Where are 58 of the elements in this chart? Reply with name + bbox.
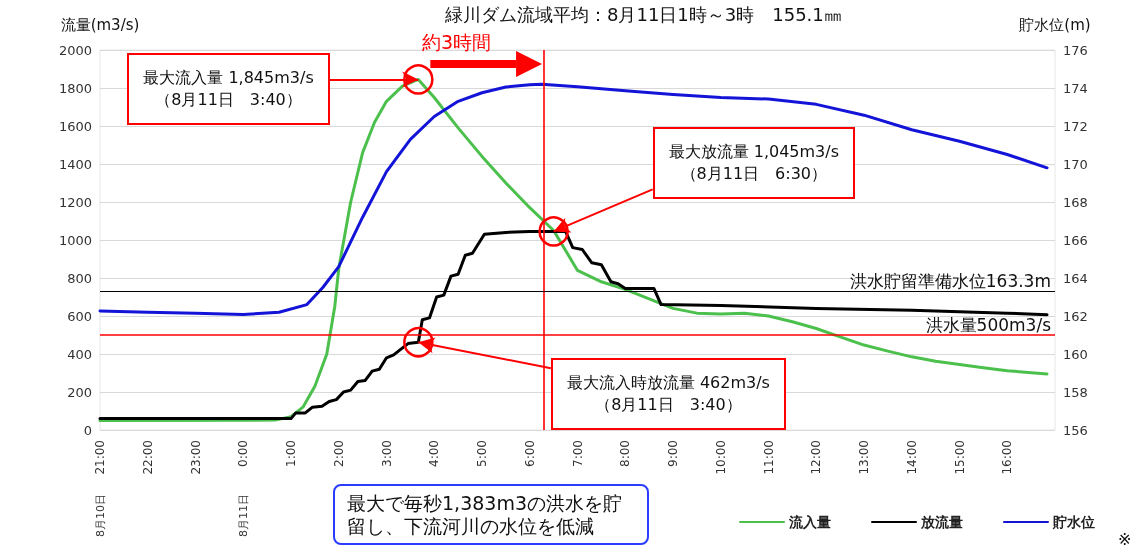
y-tick-label: 200 bbox=[67, 384, 92, 400]
x-tick-label: 12:00 bbox=[809, 440, 824, 475]
x-tick-label: 0:00 bbox=[236, 440, 251, 467]
x-tick-label: 10:00 bbox=[713, 440, 728, 475]
y-tick-label: 2000 bbox=[58, 42, 92, 58]
annotation: 最大流入時放流量 462m3/s （8月11日 3:40） bbox=[550, 358, 786, 431]
ref-line-label: 洪水量500m3/s bbox=[925, 314, 1052, 335]
x-tick-label: 6:00 bbox=[522, 440, 537, 467]
y2-tick-label: 160 bbox=[1063, 346, 1088, 362]
y-tick-label: 1200 bbox=[58, 194, 92, 210]
x-tick-label: 11:00 bbox=[761, 440, 776, 475]
x-tick-label: 15:00 bbox=[952, 440, 967, 475]
y-tick-label: 600 bbox=[67, 308, 92, 324]
y2-tick-label: 172 bbox=[1063, 118, 1088, 134]
y-tick-label: 1000 bbox=[58, 232, 92, 248]
x-tick-label: 13:00 bbox=[857, 440, 871, 475]
x-tick-label: 23:00 bbox=[188, 440, 203, 475]
legend-label: 貯水位 bbox=[1052, 514, 1095, 530]
annotation: 最大放流量 1,045m3/s （8月11日 6:30） bbox=[652, 127, 856, 200]
y2-tick-label: 176 bbox=[1063, 42, 1088, 58]
x-tick-label: 1:00 bbox=[284, 440, 298, 467]
chart-title: 緑川ダム流域平均：8月11日1時～3時 155.1㎜ bbox=[444, 3, 842, 25]
x-tick-label: 21:00 bbox=[93, 440, 107, 475]
ref-line-label: 洪水貯留準備水位163.3m bbox=[849, 270, 1051, 291]
x-tick-label: 7:00 bbox=[570, 440, 585, 467]
x-tick-label: 22:00 bbox=[140, 440, 155, 475]
y2-tick-label: 170 bbox=[1063, 156, 1088, 172]
text: 8月10日 bbox=[92, 493, 108, 539]
y-tick-label: 800 bbox=[67, 270, 92, 286]
text: 8月11日 bbox=[235, 493, 251, 539]
y-axis-title: 流量(m3/s) bbox=[60, 15, 140, 34]
text: ※ bbox=[1118, 530, 1132, 549]
y2-tick-label: 164 bbox=[1063, 270, 1088, 286]
y-tick-label: 1800 bbox=[58, 80, 92, 96]
legend-label: 放流量 bbox=[920, 514, 963, 530]
legend-label: 流入量 bbox=[788, 514, 831, 530]
x-tick-label: 14:00 bbox=[904, 440, 919, 475]
y2-tick-label: 156 bbox=[1063, 422, 1088, 438]
text: 最大で毎秒1,383m3の洪水を貯留し、下流河川の水位を低減 bbox=[333, 484, 649, 545]
x-tick-label: 8:00 bbox=[618, 440, 633, 467]
y-tick-label: 1600 bbox=[58, 118, 92, 134]
y2-tick-label: 174 bbox=[1063, 80, 1088, 96]
y2-tick-label: 158 bbox=[1063, 384, 1088, 400]
x-tick-label: 4:00 bbox=[427, 440, 442, 467]
y-tick-label: 1400 bbox=[58, 156, 92, 172]
y-tick-label: 400 bbox=[67, 346, 92, 362]
x-tick-label: 5:00 bbox=[475, 440, 489, 467]
y2-axis-title: 貯水位(m) bbox=[1019, 15, 1091, 34]
y2-tick-label: 162 bbox=[1063, 308, 1088, 324]
x-tick-label: 3:00 bbox=[379, 440, 394, 467]
y-tick-label: 0 bbox=[83, 422, 92, 438]
y2-tick-label: 166 bbox=[1063, 232, 1088, 248]
x-tick-label: 16:00 bbox=[1000, 440, 1015, 475]
annotation: 最大流入量 1,845m3/s （8月11日 3:40） bbox=[127, 53, 330, 126]
x-tick-label: 2:00 bbox=[331, 440, 346, 467]
annotation: 約3時間 bbox=[422, 30, 492, 55]
y2-tick-label: 168 bbox=[1063, 194, 1088, 210]
x-tick-label: 9:00 bbox=[666, 440, 680, 467]
